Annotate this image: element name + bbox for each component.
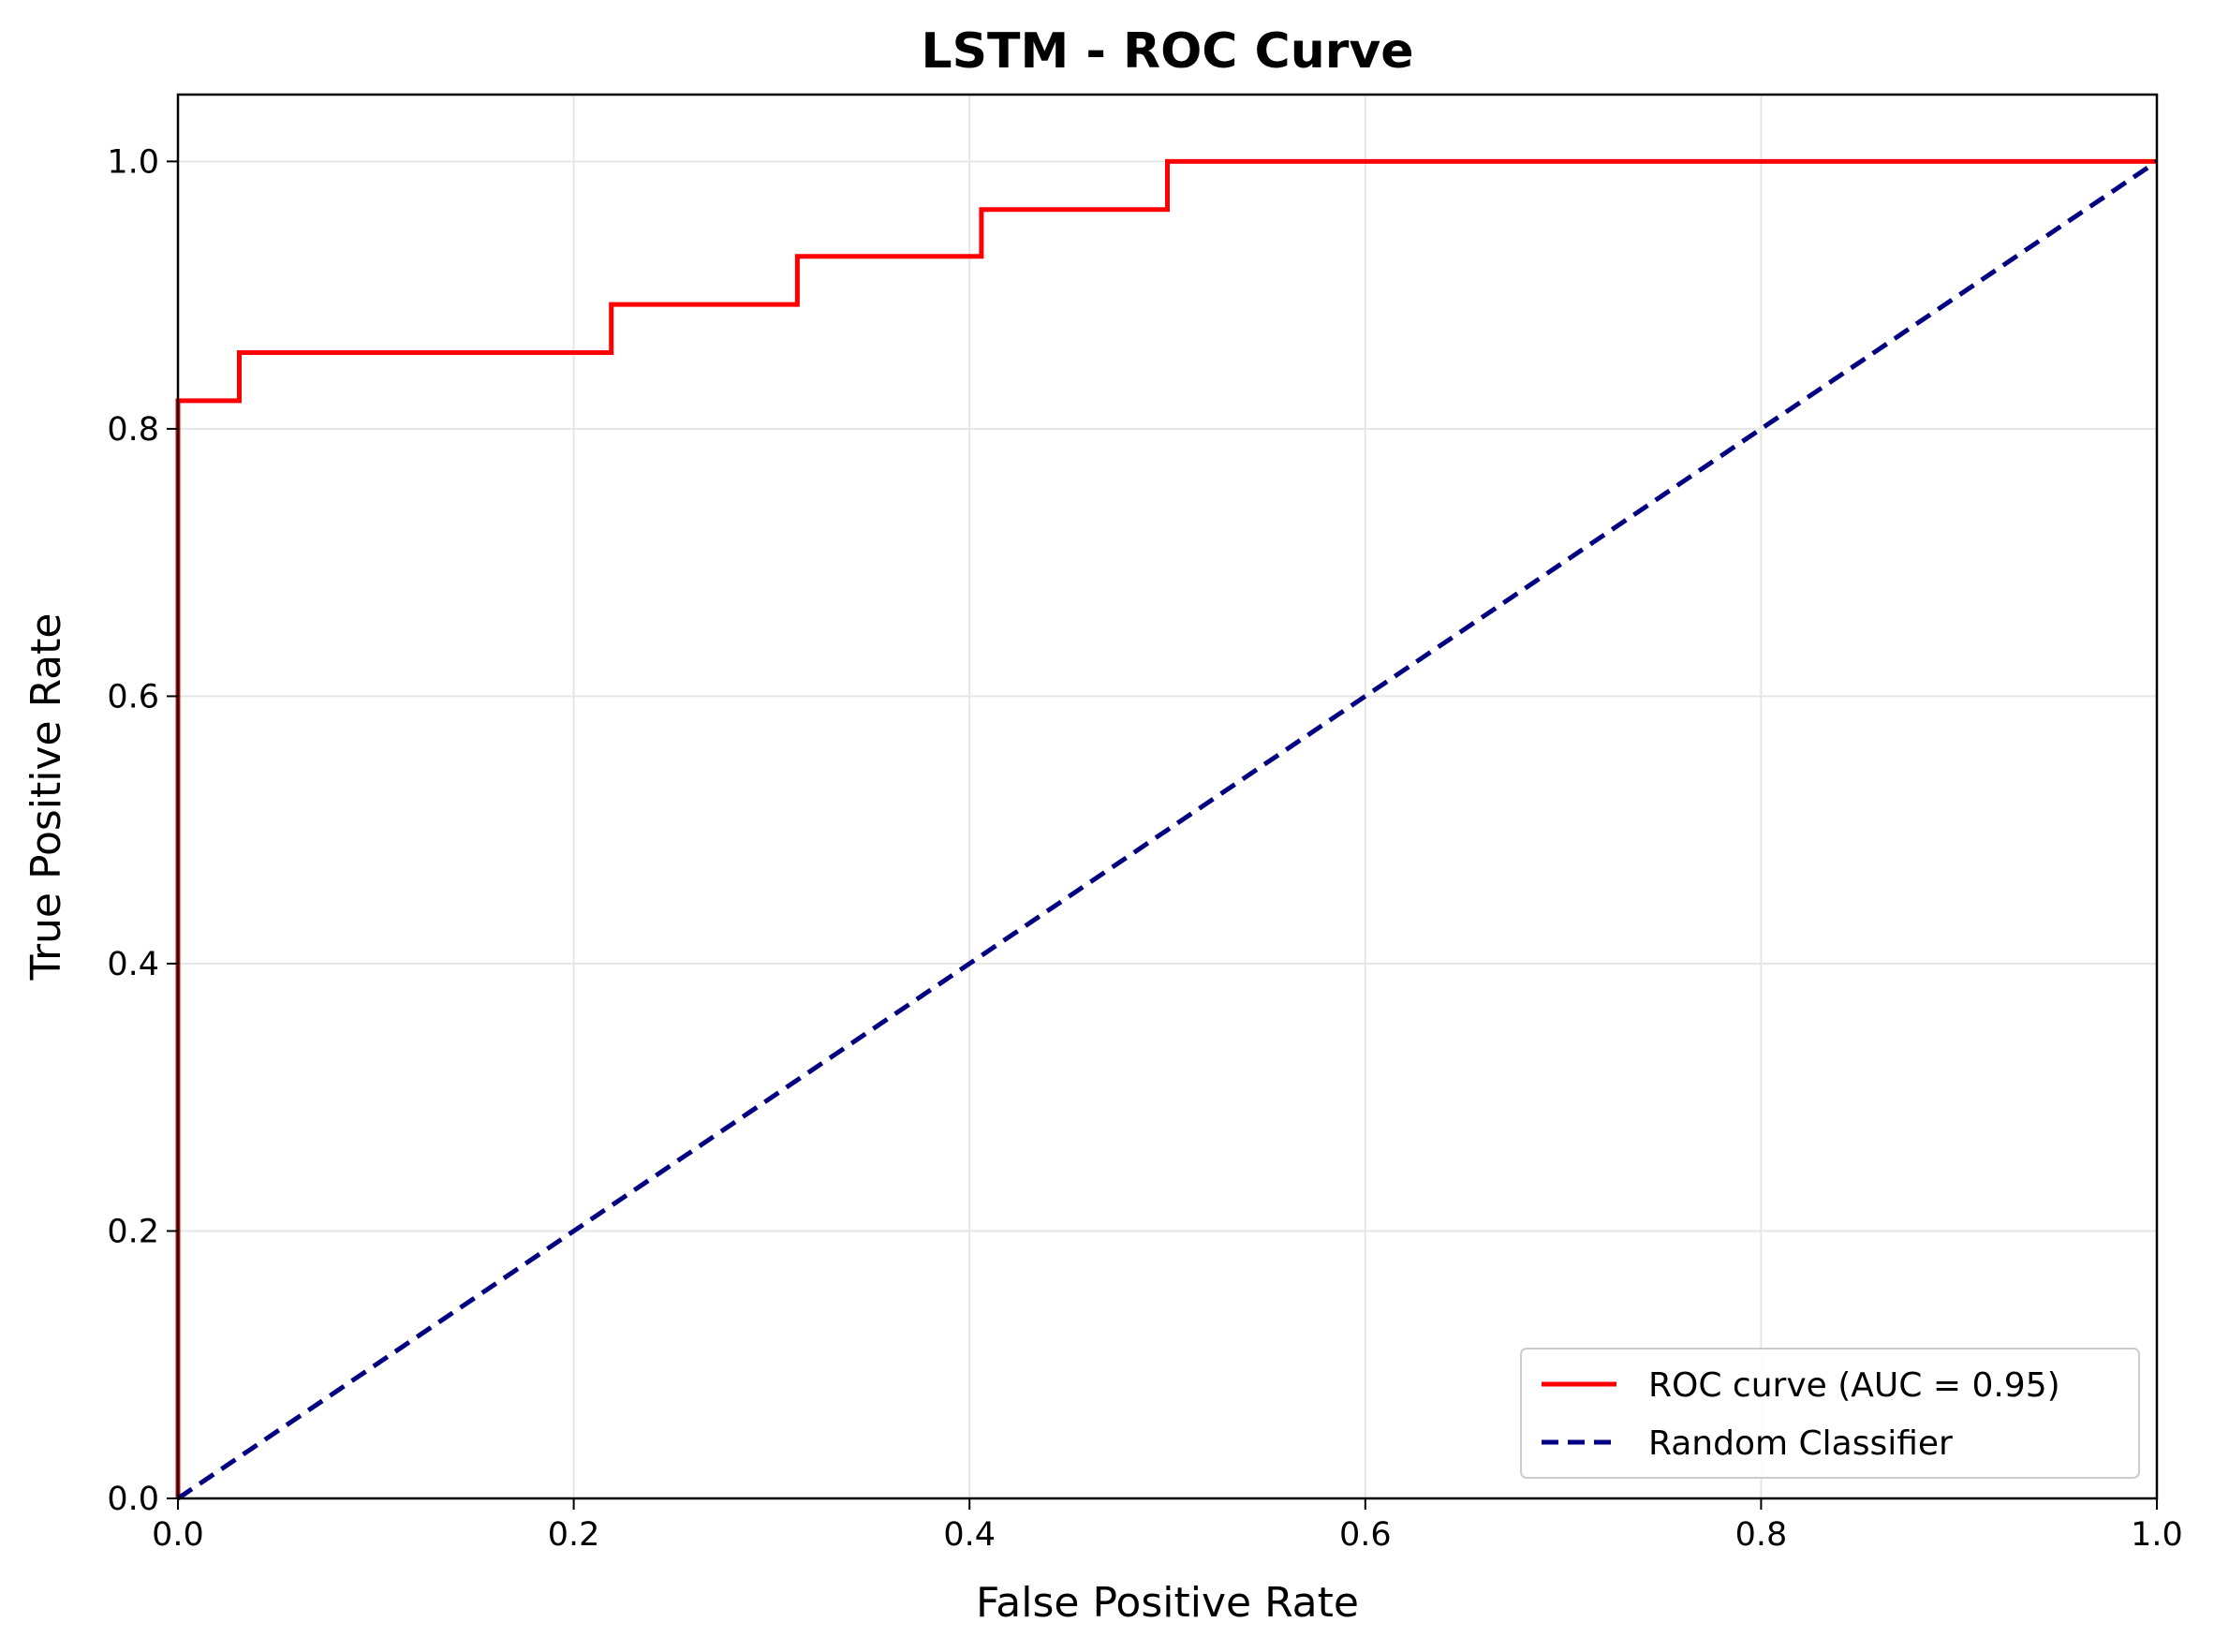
- x-tick-label: 0.2: [548, 1516, 600, 1554]
- legend-roc-label: ROC curve (AUC = 0.95): [1648, 1366, 2060, 1405]
- random-classifier-line: [176, 159, 2159, 1501]
- y-tick-label: 1.0: [107, 143, 159, 181]
- grid: [177, 95, 2158, 1499]
- x-tick-label: 0.8: [1735, 1516, 1788, 1554]
- ticks: 0.0 0.2 0.4 0.6 0.8 1.0 0.0 0.2 0.4 0.6 0.8 1.0: [107, 143, 2183, 1554]
- legend-box: [1520, 1348, 2140, 1479]
- x-tick-label: 0.4: [943, 1516, 996, 1554]
- y-axis-label: True Positive Rate: [22, 613, 70, 981]
- y-tick-label: 0.6: [107, 678, 159, 715]
- x-axis-label: False Positive Rate: [976, 1579, 1359, 1627]
- y-tick-label: 0.2: [107, 1213, 159, 1250]
- x-tick-label: 1.0: [2131, 1516, 2183, 1554]
- series-layer: [175, 158, 2159, 1501]
- y-tick-label: 0.4: [107, 946, 159, 983]
- x-tick-label: 0.6: [1339, 1516, 1392, 1554]
- y-tick-label: 0.0: [107, 1481, 159, 1518]
- roc-curve-line: [175, 158, 2157, 1498]
- plot-frame: [176, 93, 2159, 1500]
- y-tick-label: 0.8: [107, 411, 159, 449]
- legend-random-label: Random Classifier: [1648, 1424, 1953, 1463]
- chart-title: LSTM - ROC Curve: [921, 23, 1413, 80]
- legend: ROC curve (AUC = 0.95) Random Classifier: [1520, 1348, 2140, 1479]
- x-tick-label: 0.0: [152, 1516, 204, 1554]
